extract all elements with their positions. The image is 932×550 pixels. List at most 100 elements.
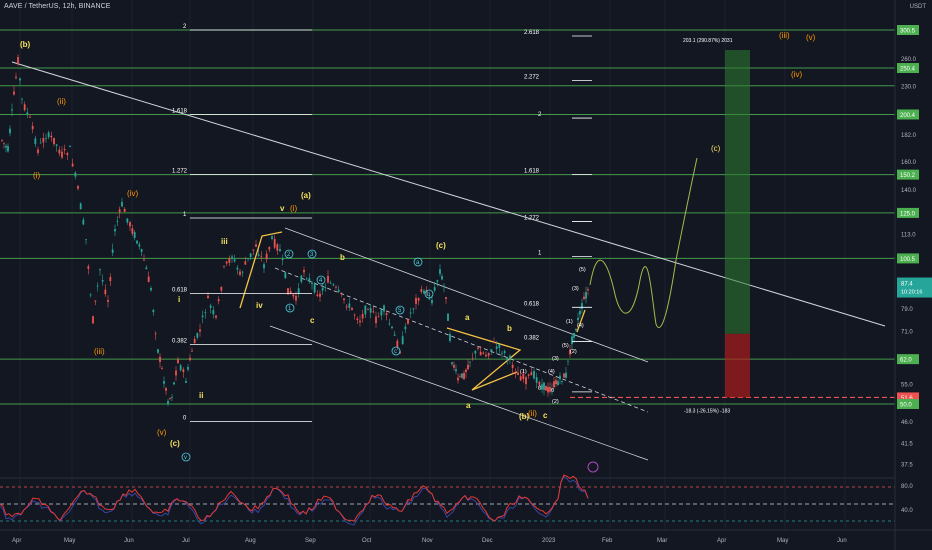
wave-label-cyan: 5 xyxy=(398,308,402,314)
wave-label-orange: (v) xyxy=(157,428,167,437)
candle-body xyxy=(233,259,236,262)
wave-label-yellow: (b) xyxy=(20,40,31,49)
level-price-label: 250.4 xyxy=(900,67,916,73)
profit-zone xyxy=(725,50,750,334)
candle-body xyxy=(575,328,577,331)
stop-price-tag xyxy=(897,392,919,403)
wave-label-orange: (iii) xyxy=(779,31,790,40)
wedge-a xyxy=(239,231,283,309)
candle-body xyxy=(474,350,477,354)
rsi-tick-label: 80.0 xyxy=(901,484,913,490)
rsi-signal-line xyxy=(0,475,589,526)
candle-body xyxy=(131,228,134,234)
price-tick-label: 41.5 xyxy=(901,441,913,447)
candle-body xyxy=(525,377,527,385)
candle-body xyxy=(212,310,215,315)
candle-body xyxy=(388,323,391,325)
candle-body xyxy=(547,387,549,393)
fib-right-label: 2.272 xyxy=(524,74,540,80)
wave-label-orange: (ii) xyxy=(528,409,537,418)
candle-body xyxy=(255,244,257,247)
wave-circle xyxy=(307,249,317,259)
candle-body xyxy=(92,316,94,324)
candle-body xyxy=(143,259,145,261)
candle-body xyxy=(423,290,425,294)
level-price-tag xyxy=(897,207,919,218)
candle-body xyxy=(199,329,201,332)
candle-body xyxy=(82,219,85,225)
wave-label-yellow: c xyxy=(543,411,548,420)
candle-body xyxy=(196,333,199,338)
candle-body xyxy=(207,295,209,299)
wave-label-white: (3) xyxy=(552,356,559,362)
candle-body xyxy=(281,258,284,261)
candle-body xyxy=(559,375,561,380)
candle-body xyxy=(569,349,571,355)
level-price-label: 125.0 xyxy=(900,211,916,217)
candle-body xyxy=(332,284,335,286)
candle-body xyxy=(433,287,436,291)
wave-circle xyxy=(285,303,295,313)
candle-body xyxy=(99,269,101,271)
fib-right-label: 1 xyxy=(538,250,542,256)
wave-circle xyxy=(395,305,405,315)
candle-body xyxy=(367,309,369,311)
candle-body xyxy=(154,333,157,335)
candle-body xyxy=(311,282,313,284)
level-price-label: 50.0 xyxy=(900,403,912,409)
candle-body xyxy=(412,308,415,310)
candle-body xyxy=(133,232,136,238)
candle-body xyxy=(471,358,474,360)
fib-right-label: 2.618 xyxy=(524,30,540,36)
level-price-label: 62.0 xyxy=(900,358,912,364)
wave-label-orange: (iii) xyxy=(94,347,105,356)
long-position-box[interactable]: 203.1 (290.87%) 2031 -18.3 (-26.15%) -183 xyxy=(683,38,750,414)
candles xyxy=(1,54,589,407)
price-tick-label: 160.0 xyxy=(901,160,917,166)
candle-body xyxy=(23,104,26,111)
candle-body xyxy=(220,286,223,291)
candle-body xyxy=(375,316,377,324)
wave-label-white: (4) xyxy=(577,323,584,329)
candle-body xyxy=(321,288,324,291)
candle-body xyxy=(167,400,169,405)
candle-body xyxy=(263,264,265,269)
candle-body xyxy=(343,298,345,301)
candle-body xyxy=(485,354,487,357)
candle-body xyxy=(571,336,573,345)
candle-body xyxy=(85,239,87,241)
fib-left-label: 1 xyxy=(183,212,187,218)
candle-body xyxy=(533,370,535,379)
candle-body xyxy=(138,244,141,247)
candle-body xyxy=(477,347,479,349)
candle-body xyxy=(420,289,423,292)
candle-body xyxy=(356,318,359,321)
candle-body xyxy=(401,336,404,345)
candle-body xyxy=(417,298,420,301)
symbol-title[interactable]: AAVE / TetherUS, 12h, BINANCE xyxy=(4,3,111,10)
wave-label-white: 0 xyxy=(551,388,554,394)
fib-right-label: 0 xyxy=(538,386,542,392)
candle-body xyxy=(455,369,457,372)
level-price-label: 100.5 xyxy=(900,257,916,263)
rsi-line xyxy=(0,474,589,522)
level-price-tag xyxy=(897,63,919,74)
fib-left-label: 0.382 xyxy=(172,339,188,345)
wave-circle xyxy=(284,249,294,259)
wave-label-white: (2) xyxy=(552,399,559,405)
wave-label-yellow: (c) xyxy=(436,241,446,250)
candle-body xyxy=(337,289,340,292)
candle-body xyxy=(300,275,303,282)
wedge-b xyxy=(446,327,522,391)
wave-label-white: (3) xyxy=(572,286,579,292)
candle-body xyxy=(145,267,148,270)
candle-body xyxy=(431,300,433,304)
candle-body xyxy=(284,272,287,279)
wave-circle xyxy=(391,346,401,356)
wave-label-yellow: a xyxy=(466,401,471,410)
fib-right-label: 1.618 xyxy=(524,169,540,175)
candle-body xyxy=(121,201,123,207)
candle-body xyxy=(136,240,138,244)
